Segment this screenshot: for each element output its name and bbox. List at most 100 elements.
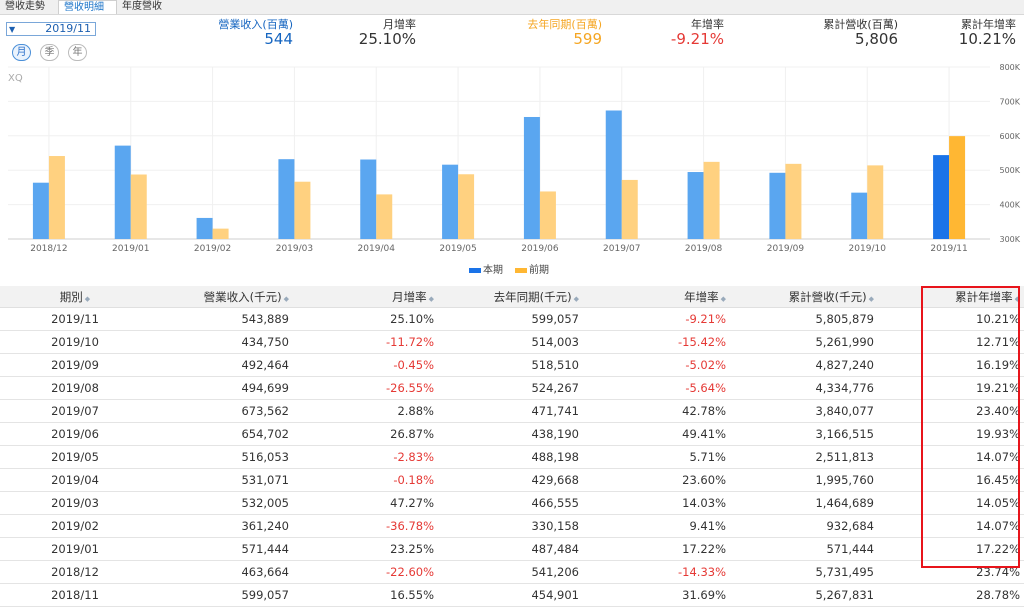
bar-previous[interactable] [212,228,229,239]
cell-value: 14.03% [583,491,730,515]
col-header-period[interactable]: 期別 ◆ [0,286,150,308]
bar-current[interactable] [851,192,868,239]
cell-value: 471,741 [438,399,583,423]
table-row[interactable]: 2019/11 543,889 25.10% 599,057 -9.21% 5,805,8… [0,307,1024,331]
summary-label: 年增率 [691,18,724,31]
col-header-cumulative[interactable]: 累計營收(千元) ◆ [730,286,878,308]
bar-current[interactable] [32,182,49,239]
col-header-yoy[interactable]: 年增率 ◆ [583,286,730,308]
cell-value: 5,267,831 [730,583,878,607]
bar-current[interactable] [523,116,540,239]
cell-value: 14.07% [878,445,1024,469]
x-tick-label: 2019/01 [112,244,149,254]
col-header-revenue[interactable]: 營業收入(千元) ◆ [150,286,293,308]
bar-previous[interactable] [458,174,475,239]
tab-annual-revenue[interactable]: 年度營收 [122,1,162,12]
cell-value: 4,334,776 [730,376,878,400]
date-select[interactable]: ▼ 2019/11 [6,22,96,36]
table-row[interactable]: 2019/02 361,240 -36.78% 330,158 9.41% 932,684… [0,514,1024,538]
table-row[interactable]: 2018/12 463,664 -22.60% 541,206 -14.33% 5,731… [0,560,1024,584]
table-row[interactable]: 2019/10 434,750 -11.72% 514,003 -15.42% 5,261… [0,330,1024,354]
revenue-table: 期別 ◆ 營業收入(千元) ◆ 月增率 ◆ 去年同期(千元) ◆ 年增率 ◆ 累計營收(千… [0,286,1024,607]
bar-previous[interactable] [376,194,393,239]
table-row[interactable]: 2018/11 599,057 16.55% 454,901 31.69% 5,267,8… [0,583,1024,607]
cell-value: 599,057 [150,583,293,607]
bar-current[interactable] [442,164,459,239]
bar-previous[interactable] [867,165,884,239]
table-row[interactable]: 2019/09 492,464 -0.45% 518,510 -5.02% 4,827,2… [0,353,1024,377]
tab-revenue-detail[interactable]: 營收明細 [58,0,117,14]
cell-value: 524,267 [438,376,583,400]
cell-value: -5.02% [583,353,730,377]
summary-label: 去年同期(百萬) [527,18,602,31]
period-month-button[interactable]: 月 [12,44,31,61]
cell-value: 17.22% [583,537,730,561]
cell-value: 23.74% [878,560,1024,584]
cell-value: 487,484 [438,537,583,561]
cell-value: -0.45% [293,353,438,377]
table-row[interactable]: 2019/04 531,071 -0.18% 429,668 23.60% 1,995,7… [0,468,1024,492]
bar-current[interactable] [196,217,213,239]
legend-previous-swatch [515,267,527,273]
period-quarter-button[interactable]: 季 [40,44,59,61]
table-row[interactable]: 2019/01 571,444 23.25% 487,484 17.22% 571,444… [0,537,1024,561]
cell-value: 16.45% [878,468,1024,492]
bar-previous[interactable] [785,163,802,239]
table-row[interactable]: 2019/06 654,702 26.87% 438,190 49.41% 3,166,5… [0,422,1024,446]
bar-previous[interactable] [130,174,147,239]
date-select-value: 2019/11 [45,22,91,35]
cell-value: 571,444 [730,537,878,561]
bar-previous[interactable] [949,136,966,239]
x-tick-label: 2019/09 [767,244,805,254]
tab-revenue-trend[interactable]: 營收走勢 [5,1,45,12]
bar-current[interactable] [933,155,950,239]
cell-value: 9.41% [583,514,730,538]
summary-label: 月增率 [383,18,416,31]
sort-icon: ◆ [573,294,579,303]
cell-value: 541,206 [438,560,583,584]
summary-value: -9.21% [670,30,724,48]
y-tick-label: 400K [999,201,1020,210]
cell-value: 429,668 [438,468,583,492]
table-row[interactable]: 2019/07 673,562 2.88% 471,741 42.78% 3,840,07… [0,399,1024,423]
x-tick-label: 2019/06 [521,244,559,254]
summary-value: 10.21% [958,30,1016,48]
cell-value: 531,071 [150,468,293,492]
summary-value: 5,806 [855,30,898,48]
cell-value: 14.07% [878,514,1024,538]
cell-period: 2019/07 [0,399,150,423]
bar-current[interactable] [605,110,622,239]
table-row[interactable]: 2019/05 516,053 -2.83% 488,198 5.71% 2,511,81… [0,445,1024,469]
cell-value: 532,005 [150,491,293,515]
cell-value: 19.93% [878,422,1024,446]
bar-current[interactable] [769,172,786,239]
col-header-mom[interactable]: 月增率 ◆ [293,286,438,308]
bar-previous[interactable] [48,156,65,239]
sort-icon: ◆ [720,294,726,303]
bar-current[interactable] [687,172,704,239]
cell-value: 49.41% [583,422,730,446]
cell-value: 654,702 [150,422,293,446]
bar-previous[interactable] [294,181,311,239]
bar-current[interactable] [114,145,131,239]
table-row[interactable]: 2019/08 494,699 -26.55% 524,267 -5.64% 4,334,… [0,376,1024,400]
cell-period: 2019/10 [0,330,150,354]
x-tick-label: 2019/11 [930,244,967,254]
cell-value: 5,261,990 [730,330,878,354]
cell-value: 10.21% [878,307,1024,331]
period-year-button[interactable]: 年 [68,44,87,61]
table-row[interactable]: 2019/03 532,005 47.27% 466,555 14.03% 1,464,6… [0,491,1024,515]
cell-value: -22.60% [293,560,438,584]
cell-value: 2.88% [293,399,438,423]
bar-previous[interactable] [703,161,720,239]
y-tick-label: 800K [999,63,1020,72]
col-header-last-year[interactable]: 去年同期(千元) ◆ [438,286,583,308]
bar-current[interactable] [360,159,377,239]
bar-previous[interactable] [621,179,638,239]
cell-value: 492,464 [150,353,293,377]
y-tick-label: 500K [999,166,1020,175]
bar-current[interactable] [278,159,295,239]
bar-previous[interactable] [539,191,556,239]
col-header-cumulative-yoy[interactable]: 累計年增率 ◆ [878,286,1024,308]
x-tick-label: 2019/04 [358,244,396,254]
